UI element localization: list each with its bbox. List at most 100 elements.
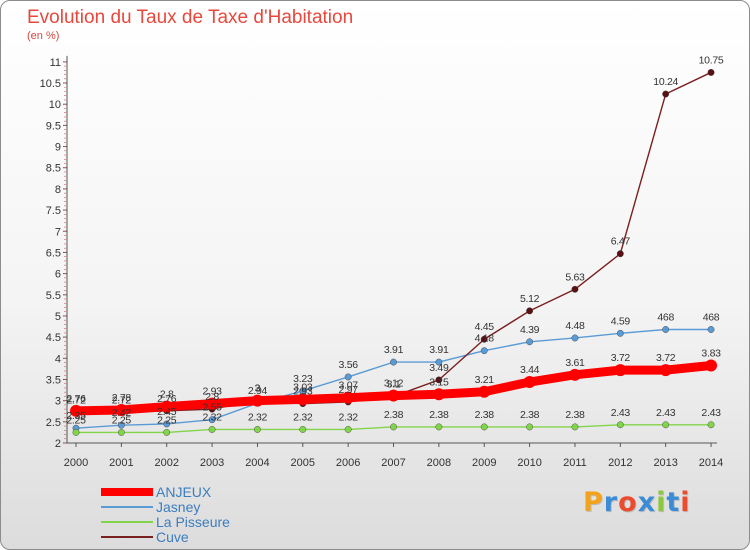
data-point xyxy=(296,393,309,406)
data-label: 3.83 xyxy=(701,347,721,359)
data-label: 2.76 xyxy=(66,393,86,405)
data-point xyxy=(435,358,443,366)
legend-swatch-jasney xyxy=(101,506,153,508)
x-tick-label: 2008 xyxy=(427,457,451,469)
data-label: 3.12 xyxy=(384,378,404,390)
data-point xyxy=(707,326,715,333)
data-label: 2.45 xyxy=(157,406,177,418)
data-label: 2.42 xyxy=(112,407,132,419)
data-label: 2.35 xyxy=(66,410,86,422)
data-point xyxy=(342,391,355,404)
x-tick-label: 2007 xyxy=(381,457,405,469)
y-tick-label: 2 xyxy=(55,438,61,450)
data-label: 2.32 xyxy=(248,411,268,423)
data-label: 2.78 xyxy=(112,392,132,404)
data-point xyxy=(707,421,715,429)
legend-label-jasney: Jasney xyxy=(156,499,201,515)
data-point xyxy=(254,426,261,433)
legend-swatch-la-pisseure xyxy=(101,521,153,523)
y-tick-label: 10 xyxy=(49,99,61,111)
labels-anjeux: 2.76 2.78 2.8 2.93 3 3.03 3.07 3.12 3.15 3.213.44… xyxy=(66,347,721,404)
data-point xyxy=(72,429,80,436)
y-tick-label: 9.5 xyxy=(46,120,61,132)
data-label: 10.24 xyxy=(653,76,678,88)
y-tick-label: 11 xyxy=(50,57,61,69)
data-label: 2.38 xyxy=(384,409,404,421)
data-point xyxy=(616,421,624,429)
x-tick-label: 2003 xyxy=(200,457,224,469)
data-label: 2.43 xyxy=(656,407,676,419)
y-tick-label: 3 xyxy=(55,396,61,408)
data-point xyxy=(344,373,352,381)
data-point xyxy=(117,429,125,436)
data-label: 3.72 xyxy=(611,352,631,364)
brand-letter: x xyxy=(637,487,657,518)
labels-jasney: 2.35 2.42 2.45 2.55 2.94 3.23 3.56 3.91 3.91 4.18… xyxy=(66,312,720,423)
data-label: 2.38 xyxy=(475,409,495,421)
brand-letter: o xyxy=(618,487,638,518)
data-point xyxy=(568,368,581,381)
data-label: 3 xyxy=(255,383,261,395)
data-label: 5.63 xyxy=(565,271,585,283)
data-point xyxy=(705,359,718,372)
data-label: 10.75 xyxy=(699,54,724,66)
data-label: 2.72 xyxy=(66,395,86,407)
data-point xyxy=(478,385,491,398)
data-point xyxy=(70,404,82,417)
data-point xyxy=(526,338,533,346)
data-label: 3.91 xyxy=(384,344,404,356)
y-tick-label: 5 xyxy=(55,311,61,323)
x-tick-label: 2012 xyxy=(608,457,632,469)
data-point xyxy=(571,423,579,431)
legend-label-anjeux: ANJEUX xyxy=(156,484,212,500)
data-point xyxy=(390,423,397,431)
data-label: 2.76 xyxy=(157,393,177,405)
data-label: 3 xyxy=(255,383,261,395)
data-label: 2.25 xyxy=(112,414,132,426)
data-point xyxy=(432,388,445,401)
data-label: 2.72 xyxy=(112,395,132,407)
data-label: 468 xyxy=(657,312,674,324)
data-point xyxy=(571,285,579,293)
data-label: 3.61 xyxy=(565,357,585,369)
y-tick-label: 8 xyxy=(55,184,61,196)
data-label: 3.49 xyxy=(429,362,449,374)
data-label: 3.15 xyxy=(429,376,449,388)
series-layer xyxy=(70,69,718,436)
data-label: 3.72 xyxy=(656,352,676,364)
data-point xyxy=(707,69,715,76)
data-point xyxy=(115,403,128,416)
data-point xyxy=(571,334,579,342)
data-labels-layer: 2.76 2.78 2.8 2.93 3 3.03 3.07 3.12 3.15 3.213.44… xyxy=(66,54,724,426)
chart-title: Evolution du Taux de Taxe d'Habitation xyxy=(27,7,354,28)
y-tick-label: 5.5 xyxy=(46,290,61,302)
y-tick-label: 7.5 xyxy=(46,205,61,217)
data-point xyxy=(390,358,397,366)
data-point xyxy=(251,394,264,407)
data-point xyxy=(163,429,171,436)
x-tick-label: 2005 xyxy=(291,457,315,469)
x-tick-label: 2013 xyxy=(653,457,677,469)
data-label: 3.1 xyxy=(387,378,401,390)
legend: ANJEUX Jasney La Pisseure Cuve xyxy=(101,484,321,545)
y-tick-label: 2.5 xyxy=(46,417,61,429)
data-point xyxy=(435,423,443,431)
x-tick-label: 2014 xyxy=(699,457,723,469)
legend-swatch-cuve xyxy=(101,536,153,538)
legend-item-la-pisseure: La Pisseure xyxy=(101,514,321,530)
data-label: 3.56 xyxy=(339,359,359,371)
legend-swatch-anjeux xyxy=(101,488,153,496)
data-label: 3.07 xyxy=(339,380,359,392)
brand-logo: Proxiti xyxy=(583,487,691,518)
data-label: 2.38 xyxy=(565,409,585,421)
data-label: 4.59 xyxy=(611,315,631,327)
data-point xyxy=(662,90,670,98)
chart-axes: 2 2.5 3 3.5 4 4.5 5 5.5 6 6.5 7 7.5 8 8.5 9 9.5 10 10.5 11… xyxy=(40,55,723,469)
data-label: 2.55 xyxy=(202,402,222,414)
data-label: 4.45 xyxy=(475,321,495,333)
data-point xyxy=(616,250,624,258)
data-label: 3.21 xyxy=(475,374,495,386)
data-label: 2.38 xyxy=(520,409,540,421)
y-tick-label: 3.5 xyxy=(46,374,61,386)
